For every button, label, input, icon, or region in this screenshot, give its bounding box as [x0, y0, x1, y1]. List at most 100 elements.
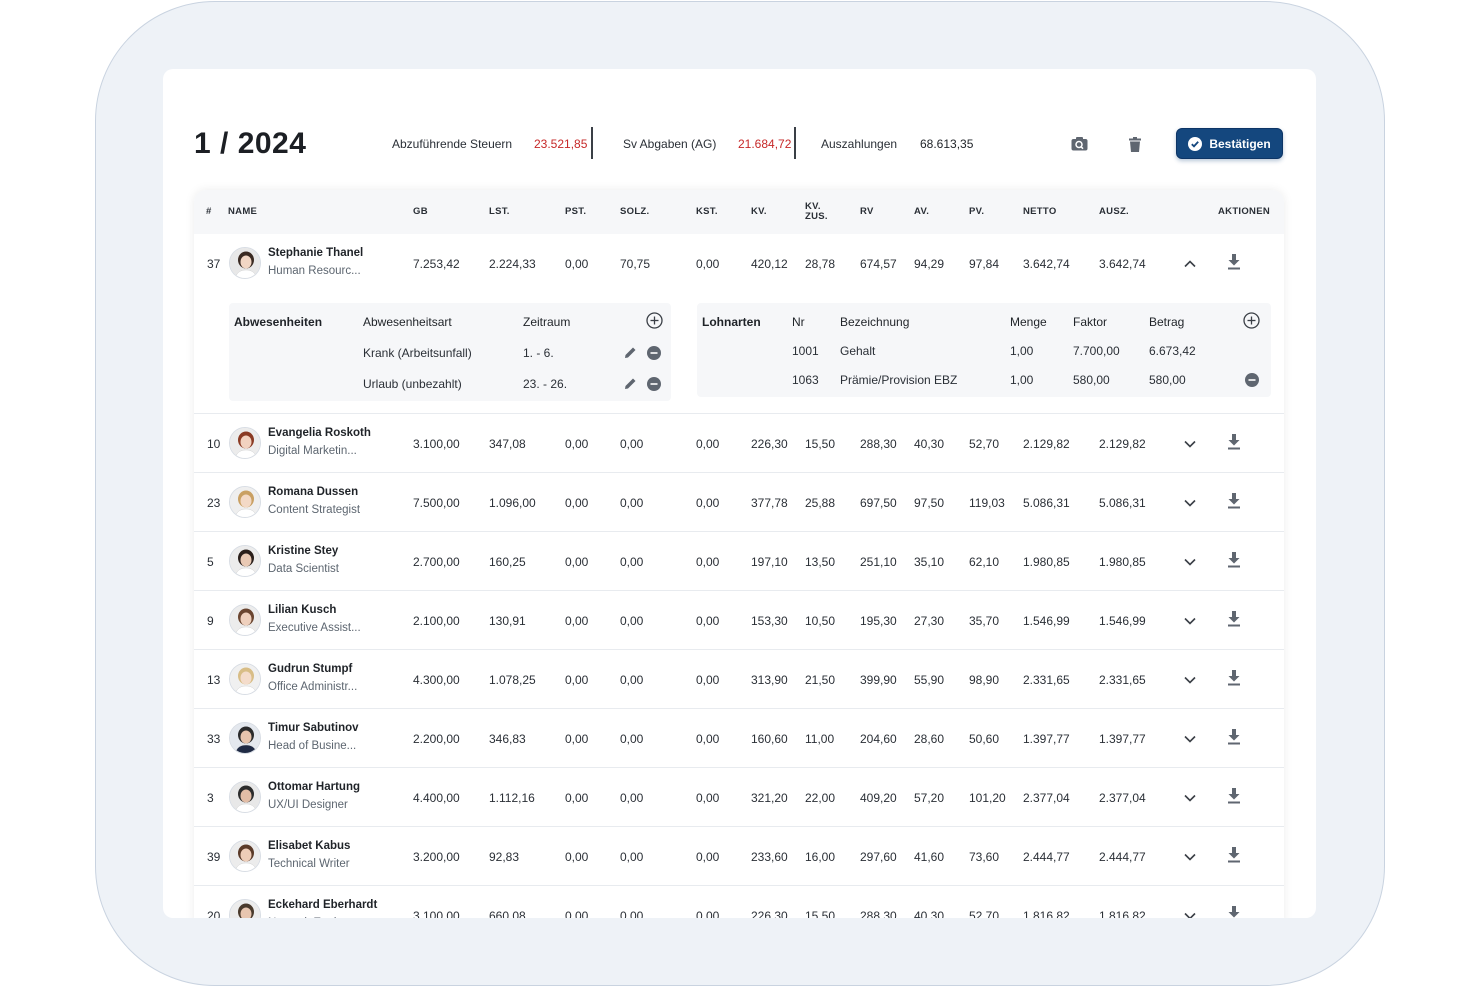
cell-netto: 1.546,99 [1023, 614, 1070, 628]
remove-icon[interactable] [647, 346, 661, 365]
cell-nr: 23 [207, 496, 221, 510]
trash-icon[interactable] [1122, 131, 1148, 157]
col-kv-zus[interactable]: KV. ZUS. [805, 201, 828, 222]
wage-col-nr: Nr [792, 315, 805, 329]
chevron-down-icon[interactable] [1182, 436, 1198, 452]
cell-gb: 4.300,00 [413, 673, 460, 687]
employee-name: Ottomar Hartung [268, 781, 360, 793]
edit-icon[interactable] [624, 346, 637, 364]
download-icon[interactable] [1227, 493, 1243, 511]
cell-solz: 0,00 [620, 732, 644, 746]
chevron-down-icon[interactable] [1182, 672, 1198, 688]
stat-label-sv: Sv Abgaben (AG) [623, 137, 717, 151]
cell-rv: 288,30 [860, 909, 897, 918]
wage-col-amount: Betrag [1149, 315, 1185, 329]
col-pv[interactable]: PV. [969, 206, 985, 217]
cell-av: 94,29 [914, 257, 945, 271]
col-rv[interactable]: RV [860, 206, 874, 217]
table-row[interactable]: 39 3.200,00 92,83 0,00 0,00 0,00 233,60 16,00 29… [194, 827, 1284, 886]
table-row[interactable]: 13 4.300,00 1.078,25 0,00 0,00 0,00 313,90 21,5… [194, 650, 1284, 709]
remove-icon[interactable] [1245, 373, 1259, 392]
add-absence-icon[interactable] [646, 312, 663, 334]
col-av[interactable]: AV. [914, 206, 930, 217]
cell-av: 97,50 [914, 496, 945, 510]
chevron-down-icon[interactable] [1182, 731, 1198, 747]
cell-kvzus: 25,88 [805, 496, 836, 510]
chevron-down-icon[interactable] [1182, 495, 1198, 511]
cell-kst: 0,00 [696, 909, 720, 918]
employee-role: Network Engi... [268, 917, 346, 918]
download-icon[interactable] [1227, 670, 1243, 688]
stat-value-sv: 21.684,72 [738, 137, 792, 151]
chevron-down-icon[interactable] [1182, 908, 1198, 918]
chevron-down-icon[interactable] [1182, 790, 1198, 806]
wage-factor: 580,00 [1073, 373, 1110, 387]
stat-label-taxes: Abzuführende Steuern [392, 137, 513, 151]
avatar [229, 604, 261, 636]
col-lst[interactable]: LST. [489, 206, 510, 217]
col-gb[interactable]: GB [413, 206, 428, 217]
col-solz[interactable]: SOLZ. [620, 206, 650, 217]
cell-pst: 0,00 [565, 673, 589, 687]
cell-rv: 409,20 [860, 791, 897, 805]
cell-netto: 2.444,77 [1023, 850, 1070, 864]
edit-icon[interactable] [624, 377, 637, 395]
chevron-down-icon[interactable] [1182, 554, 1198, 570]
cell-pv: 119,03 [969, 496, 1005, 510]
cell-pst: 0,00 [565, 555, 589, 569]
col-kv[interactable]: KV. [751, 206, 767, 217]
download-icon[interactable] [1227, 611, 1243, 629]
wage-amount: 580,00 [1149, 373, 1186, 387]
download-icon[interactable] [1227, 729, 1243, 747]
cell-lst: 130,91 [489, 614, 526, 628]
payroll-screen: 1 / 2024 Abzuführende Steuern 23.521,85 … [163, 69, 1316, 918]
remove-icon[interactable] [647, 377, 661, 396]
cell-gb: 7.253,42 [413, 257, 460, 271]
download-icon[interactable] [1227, 254, 1243, 272]
cell-av: 55,90 [914, 673, 945, 687]
confirm-button[interactable]: Bestätigen [1176, 128, 1283, 159]
wage-col-desc: Bezeichnung [840, 315, 910, 329]
table-row[interactable]: 23 7.500,00 1.096,00 0,00 0,00 0,00 377,78 25,8… [194, 473, 1284, 532]
cell-kv: 153,30 [751, 614, 788, 628]
cell-pv: 62,10 [969, 555, 1000, 569]
col-netto[interactable]: NETTO [1023, 206, 1057, 217]
stat-divider [794, 127, 796, 159]
cell-solz: 0,00 [620, 909, 644, 918]
table-row[interactable]: 10 3.100,00 347,08 0,00 0,00 0,00 226,30 15,50 2… [194, 414, 1284, 473]
table-row[interactable]: 5 2.700,00 160,25 0,00 0,00 0,00 197,10 13,50 25… [194, 532, 1284, 591]
table-row[interactable]: 3 4.400,00 1.112,16 0,00 0,00 0,00 321,20 22,00… [194, 768, 1284, 827]
download-icon[interactable] [1227, 847, 1243, 865]
col-ausz[interactable]: AUSZ. [1099, 206, 1129, 217]
col-kst[interactable]: KST. [696, 206, 718, 217]
chevron-up-icon[interactable] [1182, 256, 1198, 272]
table-row[interactable]: 20 3.100,00 660,08 0,00 0,00 0,00 226,30 15,50 2… [194, 886, 1284, 918]
chevron-down-icon[interactable] [1182, 849, 1198, 865]
camera-search-icon[interactable] [1066, 131, 1092, 157]
download-icon[interactable] [1227, 552, 1243, 570]
table-row[interactable]: 33 2.200,00 346,83 0,00 0,00 0,00 160,60 11,00 2… [194, 709, 1284, 768]
chevron-down-icon[interactable] [1182, 613, 1198, 629]
download-icon[interactable] [1227, 906, 1243, 918]
download-icon[interactable] [1227, 434, 1243, 452]
download-icon[interactable] [1227, 788, 1243, 806]
cell-rv: 297,60 [860, 850, 897, 864]
employee-name: Gudrun Stumpf [268, 663, 353, 675]
col-pst[interactable]: PST. [565, 206, 587, 217]
wage-qty: 1,00 [1010, 373, 1034, 387]
add-wage-type-icon[interactable] [1243, 312, 1260, 334]
cell-ausz: 1.546,99 [1099, 614, 1146, 628]
cell-pv: 98,90 [969, 673, 1000, 687]
wage-nr: 1063 [792, 373, 819, 387]
table-row[interactable]: 37 7.253,42 2.224,33 0,00 70,75 0,00 420,12 28,… [194, 234, 1284, 414]
cell-rv: 697,50 [860, 496, 897, 510]
cell-pst: 0,00 [565, 732, 589, 746]
cell-pst: 0,00 [565, 791, 589, 805]
cell-kvzus: 13,50 [805, 555, 836, 569]
cell-av: 28,60 [914, 732, 945, 746]
table-row[interactable]: 9 2.100,00 130,91 0,00 0,00 0,00 153,30 10,50 19… [194, 591, 1284, 650]
cell-pst: 0,00 [565, 850, 589, 864]
cell-gb: 3.200,00 [413, 850, 460, 864]
employee-role: Content Strategist [268, 504, 361, 516]
col-name[interactable]: NAME [228, 206, 258, 217]
